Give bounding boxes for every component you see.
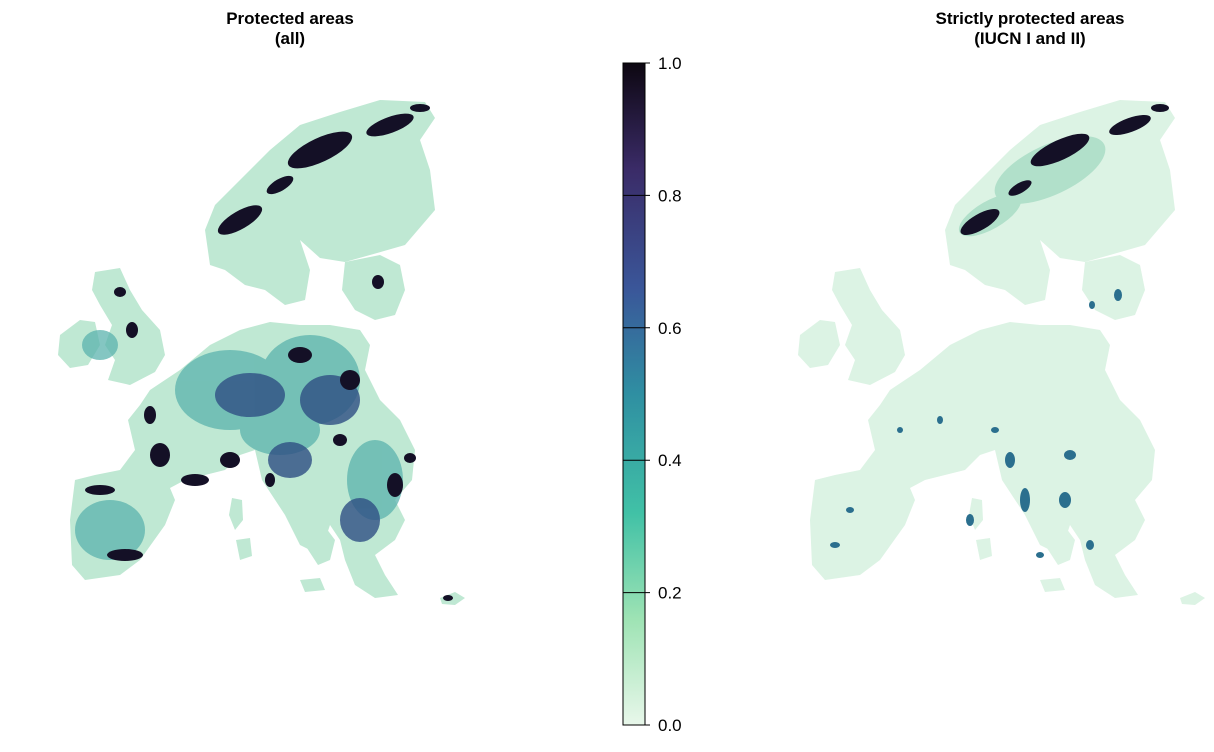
colorbar-gradient: [622, 62, 646, 726]
map-panel-all: [58, 100, 465, 605]
map-title-line2: (all): [274, 29, 306, 48]
colorbar-tick-label: 1.0: [658, 54, 682, 73]
strict-density-full: [960, 104, 1169, 235]
protected-density-full: [85, 104, 453, 601]
colorbar-tick-label: 0.6: [658, 319, 682, 338]
map-title-line2: (IUCN I and II): [974, 29, 1086, 48]
map-title-line1: Strictly protected areas: [935, 9, 1125, 28]
colorbar-tick-label: 0.8: [658, 186, 682, 205]
map-title-line1: Protected areas: [226, 9, 354, 28]
colorbar-tick-label: 0.0: [658, 716, 682, 735]
map-title-strict-protected: Strictly protected areas (IUCN I and II): [880, 9, 1180, 49]
colorbar: 0.0 0.2 0.4 0.6 0.8 1.0: [622, 54, 682, 735]
map-panel-strict: [798, 100, 1205, 605]
map-title-all-protected: Protected areas (all): [150, 9, 430, 49]
colorbar-tick-label: 0.2: [658, 584, 682, 603]
strict-density-mid: [830, 289, 1122, 558]
colorbar-tick-label: 0.4: [658, 451, 682, 470]
protected-density-high: [215, 373, 380, 542]
colorbar-ticks: 0.0 0.2 0.4 0.6 0.8 1.0: [623, 54, 682, 735]
